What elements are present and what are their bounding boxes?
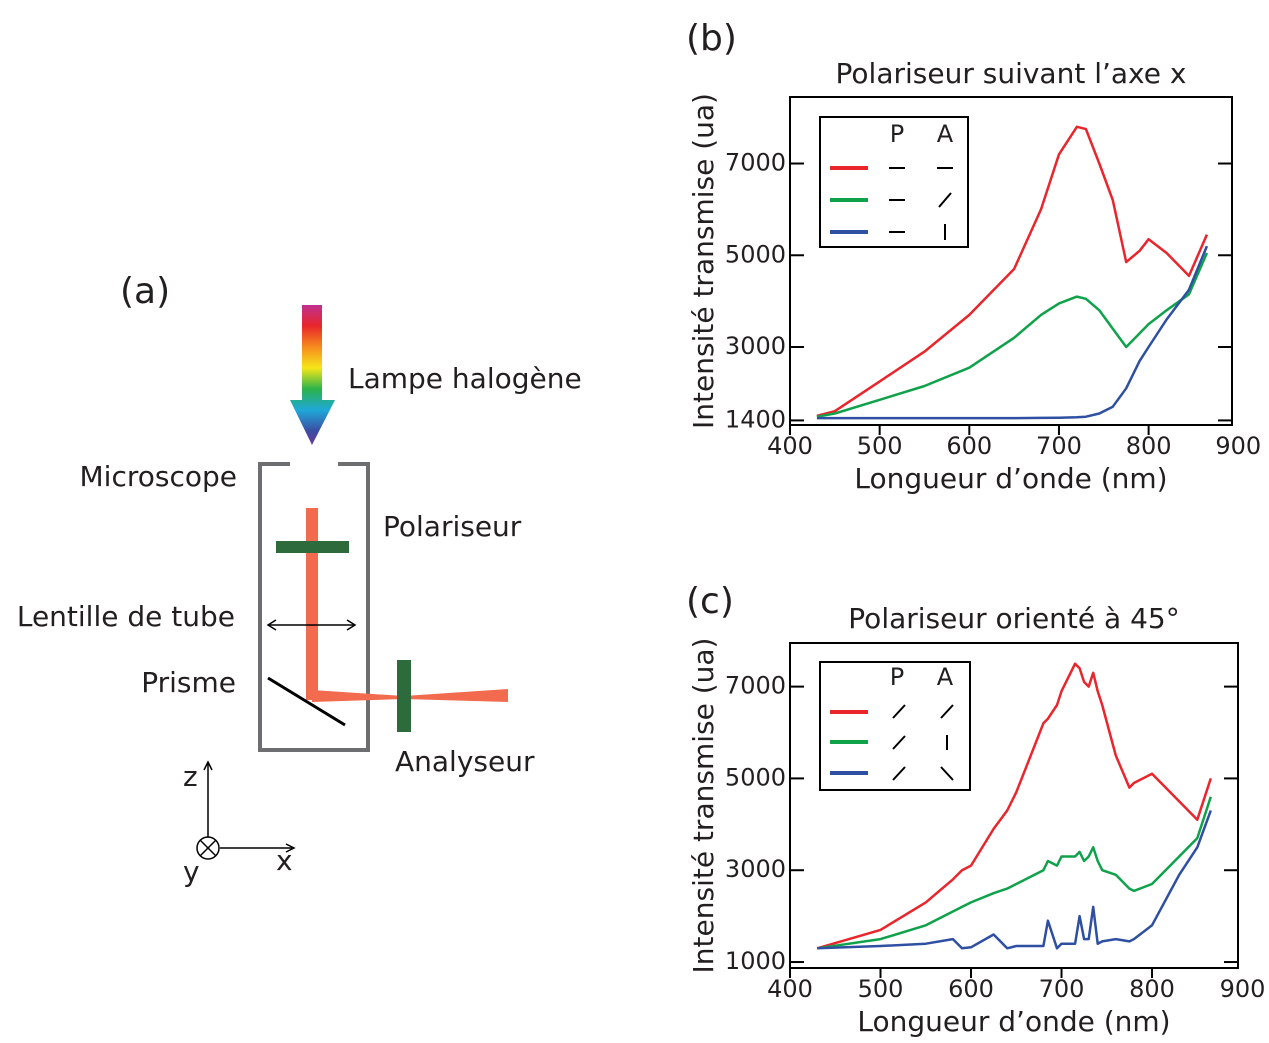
microscope-label: Microscope [80,460,237,493]
x-tick-label: 600 [946,432,992,460]
x-tick-label: 700 [1036,432,1082,460]
data-line [817,810,1212,950]
x-tick-label: 600 [948,975,994,1003]
legend-glyphs [889,167,954,781]
polarizer-label: Polariseur [383,510,522,543]
x-tick-label: 400 [767,432,813,460]
panel-label: (c) [686,581,734,622]
data-line [816,662,1212,950]
chart-title: Polariseur suivant l’axe x [836,57,1187,90]
data-line [817,796,1212,950]
analyzer-label: Analyseur [395,745,535,778]
legend-box [819,661,971,791]
legend-header: A [937,120,954,148]
legend-box [819,116,969,248]
light-arrow [290,305,335,445]
y-tick-label: 3000 [725,855,786,883]
chart-title: Polariseur orienté à 45° [848,602,1179,635]
x-tick-label: 900 [1220,975,1266,1003]
y-axis-label: Intensité transmise (ua) [687,638,720,974]
panel-label: (a) [120,271,170,312]
x-tick-label: 900 [1215,432,1261,460]
y-tick-label: 3000 [725,332,786,360]
plot-frame [789,96,1233,426]
legend-header: A [937,663,954,691]
prism [267,676,346,727]
data-line [816,252,1209,418]
microscope-frame [258,462,370,752]
analyzer [397,660,411,732]
y-tick-label: 5000 [725,763,786,791]
y-axis-label: Intensité transmise (ua) [687,93,720,429]
legend-header: P [890,663,904,691]
y-tick-label: 7000 [725,149,786,177]
prism-label: Prisme [141,666,236,699]
x-axis-label: Longueur d’onde (nm) [854,462,1167,495]
x-axis-label: Longueur d’onde (nm) [857,1005,1170,1038]
x-tick-label: 700 [1039,975,1085,1003]
axes-symbol [196,760,296,860]
legend-header: P [890,120,904,148]
y-tick-label: 5000 [725,240,786,268]
lens [266,619,357,631]
source-label: Lampe halogène [348,362,582,395]
plot-frame [789,642,1239,969]
axis-label: x [276,844,293,877]
axis-label: y [183,855,200,888]
y-tick-label: 1000 [725,947,786,975]
x-tick-label: 800 [1129,975,1175,1003]
y-tick-label: 1400 [725,405,786,433]
diagram: (a) Lampe halogène Microscope Polariseur… [17,271,582,888]
x-tick-label: 400 [767,975,813,1003]
data-line [816,245,1209,420]
panel-label: (b) [686,18,737,59]
beam [306,508,318,700]
y-tick-label: 7000 [725,672,786,700]
data-line [816,125,1209,418]
x-tick-label: 500 [857,432,903,460]
polarizer [276,541,349,553]
x-tick-label: 800 [1126,432,1172,460]
beam [312,689,508,702]
x-tick-label: 500 [858,975,904,1003]
lens-label: Lentille de tube [17,600,235,633]
axis-label: z [183,760,198,793]
